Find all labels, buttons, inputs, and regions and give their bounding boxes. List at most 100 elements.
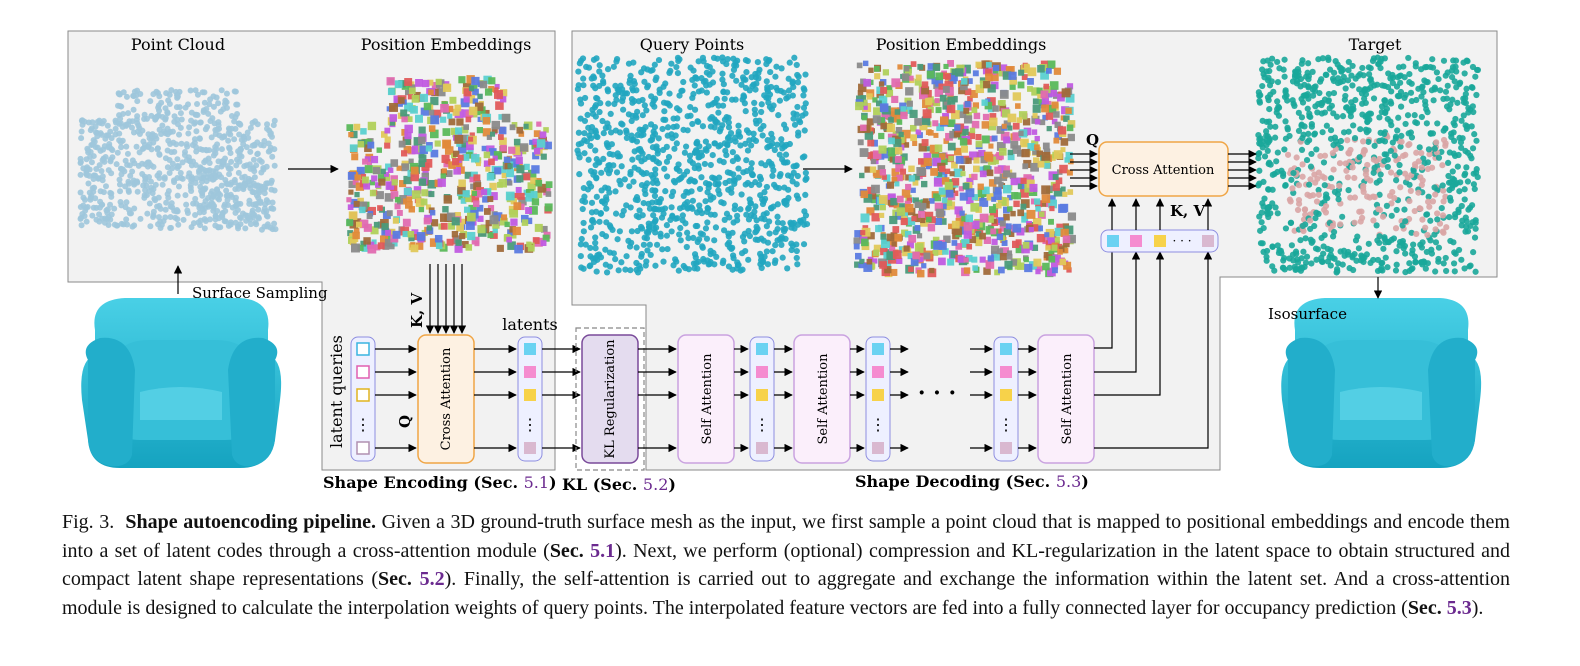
cloud-point <box>237 214 244 221</box>
cloud-point <box>218 87 225 94</box>
cloud-point <box>419 93 428 102</box>
cloud-point <box>1437 87 1444 94</box>
cloud-point <box>129 168 136 175</box>
cloud-point <box>649 66 656 74</box>
cloud-point <box>1012 92 1022 101</box>
cloud-point <box>1343 104 1351 111</box>
cloud-point <box>390 159 399 167</box>
cloud-point <box>615 267 622 274</box>
cloud-point <box>387 167 394 173</box>
cloud-point <box>255 206 262 213</box>
cloud-point <box>531 198 540 206</box>
cloud-point <box>216 125 223 132</box>
cloud-point <box>1027 86 1033 92</box>
cloud-point <box>1020 199 1030 208</box>
cloud-point <box>921 180 928 188</box>
cloud-point <box>411 229 419 237</box>
cloud-point <box>1330 89 1338 97</box>
cloud-point <box>729 72 736 79</box>
cloud-point <box>404 201 413 209</box>
cloud-point <box>1419 216 1426 223</box>
cloud-point <box>234 207 241 214</box>
cloud-point <box>742 140 749 147</box>
cloud-point <box>997 165 1006 174</box>
cloud-point <box>109 154 116 161</box>
cloud-point <box>730 255 737 262</box>
cloud-point <box>1263 257 1270 264</box>
cloud-point <box>427 179 437 189</box>
cloud-point <box>685 235 692 242</box>
cloud-point <box>123 199 130 206</box>
cloud-point <box>661 165 668 172</box>
cloud-point <box>530 177 537 184</box>
cloud-point <box>1028 226 1034 233</box>
cloud-point <box>587 244 594 252</box>
cloud-point <box>1428 250 1435 257</box>
caption-ref-5-2[interactable]: 5.2 <box>419 568 445 590</box>
cloud-point <box>881 174 887 180</box>
cloud-point <box>1299 99 1307 106</box>
cloud-point <box>191 120 198 127</box>
cloud-point <box>941 158 948 165</box>
cloud-point <box>223 90 230 97</box>
cloud-point <box>745 256 752 263</box>
cloud-point <box>96 211 103 218</box>
cloud-point <box>1392 133 1400 140</box>
cloud-point <box>703 235 711 242</box>
latents-label: latents <box>502 315 558 334</box>
cloud-point <box>607 129 615 136</box>
cloud-point <box>910 134 918 142</box>
cloud-point <box>605 170 613 177</box>
cloud-point <box>628 228 636 235</box>
latent-token-2 <box>524 366 536 378</box>
cloud-point <box>715 143 722 150</box>
cloud-point <box>1389 71 1396 79</box>
cloud-point <box>733 154 740 161</box>
cloud-point <box>187 87 194 94</box>
cloud-point <box>423 217 431 225</box>
cloud-point <box>498 126 507 135</box>
cloud-point <box>429 209 436 216</box>
cloud-point <box>904 200 911 207</box>
cloud-point <box>1299 57 1306 64</box>
cloud-point <box>1037 225 1043 232</box>
cloud-point <box>1427 217 1434 224</box>
cloud-point <box>1415 189 1422 196</box>
cloud-point <box>915 74 922 81</box>
cloud-point <box>892 250 902 259</box>
cloud-point <box>406 116 413 122</box>
cloud-point <box>415 242 424 250</box>
cloud-point <box>592 245 599 252</box>
cloud-point <box>660 258 667 265</box>
cloud-point <box>942 112 949 120</box>
caption-ref-5-3[interactable]: 5.3 <box>1446 596 1472 619</box>
cloud-point <box>1411 207 1418 215</box>
cloud-point <box>765 94 772 102</box>
cloud-point <box>1461 172 1468 179</box>
cloud-point <box>886 251 896 260</box>
cloud-point <box>758 160 765 167</box>
cloud-point <box>921 116 931 125</box>
cloud-point <box>994 166 1002 174</box>
cloud-point <box>437 178 446 187</box>
cloud-point <box>442 128 451 136</box>
cloud-point <box>167 224 174 231</box>
cloud-point <box>1370 55 1378 62</box>
cloud-point <box>1382 108 1389 116</box>
cloud-point <box>662 116 669 123</box>
cloud-point <box>1424 231 1431 239</box>
cloud-point <box>111 205 118 212</box>
cloud-point <box>635 214 642 221</box>
cloud-point <box>742 181 749 188</box>
cloud-point <box>1442 140 1449 147</box>
cloud-point <box>440 103 449 113</box>
cloud-point <box>639 112 646 119</box>
cloud-point <box>942 85 950 93</box>
cloud-point <box>986 215 994 223</box>
cloud-point <box>782 125 790 133</box>
cloud-point <box>880 247 888 256</box>
cloud-point <box>1045 67 1052 74</box>
cloud-point <box>589 217 596 224</box>
cloud-point <box>166 170 173 177</box>
caption-ref-5-1[interactable]: 5.1 <box>590 539 616 562</box>
